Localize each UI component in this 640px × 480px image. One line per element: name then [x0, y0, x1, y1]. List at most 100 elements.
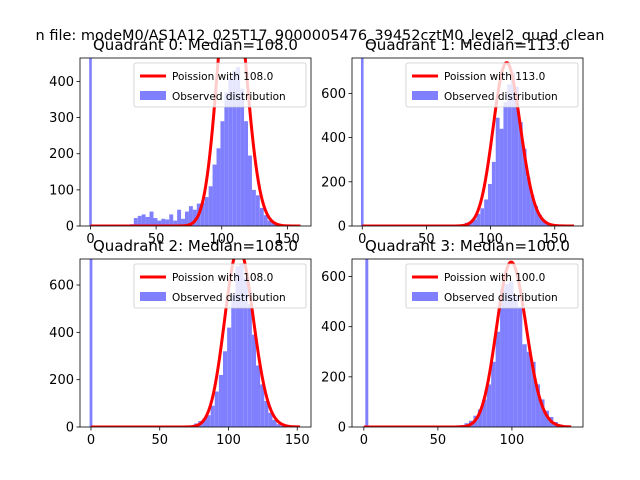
histogram-bar — [248, 155, 252, 226]
legend-box — [405, 263, 579, 309]
histogram-bar — [503, 102, 508, 226]
x-tick-label: 0 — [360, 433, 368, 448]
histogram-bar — [531, 361, 536, 427]
histogram-bar — [231, 294, 236, 427]
legend: Poission with 108.0 Observed distribution — [133, 62, 307, 108]
y-tick-label: 600 — [321, 87, 346, 102]
histogram-bar — [511, 73, 515, 226]
histogram-bar — [360, 58, 364, 226]
histogram-bar — [508, 281, 514, 427]
histogram-bar — [210, 405, 215, 427]
y-tick-label: 0 — [338, 220, 346, 235]
x-tick-label: 100 — [478, 232, 503, 247]
histogram-bar — [476, 213, 481, 226]
quadrant-3-panel: 0 50 100 0 200 400 600 Quadrant 3: Median=100.0… — [321, 237, 584, 448]
histogram-bar — [185, 211, 189, 226]
x-tick-label: 50 — [430, 433, 447, 448]
legend-bar-swatch — [412, 292, 438, 301]
histogram-bar — [202, 418, 207, 427]
legend-bar-swatch — [140, 292, 166, 301]
quadrant-2-panel: 0 50 100 150 0 200 400 600 Quadrant 2: Median=10… — [49, 237, 312, 448]
histogram-bar — [534, 206, 539, 226]
histogram-bar — [264, 400, 269, 427]
x-tick-label: 150 — [275, 232, 300, 247]
y-tick-label: 0 — [338, 421, 346, 436]
x-tick-label: 150 — [542, 232, 567, 247]
legend-observed-label: Observed distribution — [172, 91, 286, 103]
histogram-bar — [212, 164, 217, 226]
histogram-bar — [89, 259, 93, 427]
histogram-bar — [218, 374, 223, 427]
histogram-bar — [200, 202, 205, 226]
histogram-bar — [484, 199, 489, 226]
histogram-bar — [228, 77, 233, 226]
histogram-bar — [141, 214, 146, 226]
histogram-bar — [204, 197, 209, 226]
plot-area — [89, 259, 301, 427]
histogram-bar — [530, 195, 535, 226]
histogram-bar — [220, 121, 225, 226]
axes-frame — [351, 258, 584, 428]
legend-poisson-label: Poission with 100.0 — [444, 272, 545, 284]
y-tick-label: 100 — [49, 183, 74, 198]
histogram-bar — [491, 161, 496, 226]
histogram-bar — [513, 296, 518, 427]
x-tick-label: 150 — [285, 433, 310, 448]
legend-observed-label: Observed distribution — [172, 292, 286, 304]
histogram-bar — [538, 214, 542, 226]
y-tick-label: 200 — [49, 373, 74, 388]
axes-frame — [79, 258, 312, 428]
plot-area — [89, 58, 301, 226]
histogram-bar — [251, 334, 256, 427]
x-tick-label: 50 — [148, 232, 165, 247]
legend: Poission with 100.0 Observed distribution — [405, 263, 579, 309]
legend-box — [133, 62, 307, 108]
histogram-bar — [216, 148, 221, 226]
histogram-bar — [177, 209, 182, 226]
histogram-bar — [236, 67, 241, 226]
y-tick-label: 400 — [49, 326, 74, 341]
axes-frame — [79, 57, 312, 227]
histogram-bar — [477, 409, 483, 427]
histogram-bar — [276, 424, 281, 427]
histogram-bar — [271, 223, 276, 226]
histogram-bar — [491, 361, 496, 427]
x-tick-label: 50 — [418, 232, 435, 247]
y-tick-label: 400 — [321, 320, 346, 335]
histogram-bar — [514, 86, 519, 226]
axes-frame — [351, 57, 584, 227]
legend-poisson-label: Poission with 113.0 — [444, 71, 545, 83]
histogram-bar — [504, 284, 509, 427]
histogram-bar — [526, 177, 531, 226]
poisson-curve — [362, 61, 575, 226]
y-tick-label: 200 — [49, 147, 74, 162]
histogram-bar — [188, 206, 193, 226]
x-tick-label: 0 — [86, 232, 94, 247]
histogram-bar — [240, 88, 245, 226]
legend: Poission with 113.0 Observed distribution — [405, 62, 579, 108]
plot-area — [363, 259, 572, 427]
histogram-bar — [137, 215, 142, 226]
histogram-bar — [522, 344, 527, 427]
histogram-bar — [488, 184, 492, 226]
histogram-bar — [232, 70, 237, 226]
poisson-curve — [90, 58, 301, 226]
poisson-curve — [90, 259, 301, 427]
histogram-bar — [535, 384, 541, 427]
histogram-bar — [268, 412, 273, 427]
histogram-bar — [472, 219, 477, 226]
histogram-bar — [208, 186, 213, 226]
histogram-bar — [280, 425, 285, 427]
histogram-bar — [517, 306, 523, 427]
histogram-bar — [259, 207, 264, 226]
panel-title: Quadrant 1: Median=113.0 — [365, 36, 570, 54]
histogram-bar — [260, 384, 265, 427]
histogram-bar — [495, 331, 501, 427]
y-tick-label: 600 — [49, 279, 74, 294]
x-tick-label: 50 — [151, 433, 168, 448]
poisson-curve — [363, 260, 572, 427]
histogram-bar — [145, 216, 150, 226]
histogram-bar — [480, 208, 485, 226]
x-tick-label: 100 — [216, 433, 241, 448]
